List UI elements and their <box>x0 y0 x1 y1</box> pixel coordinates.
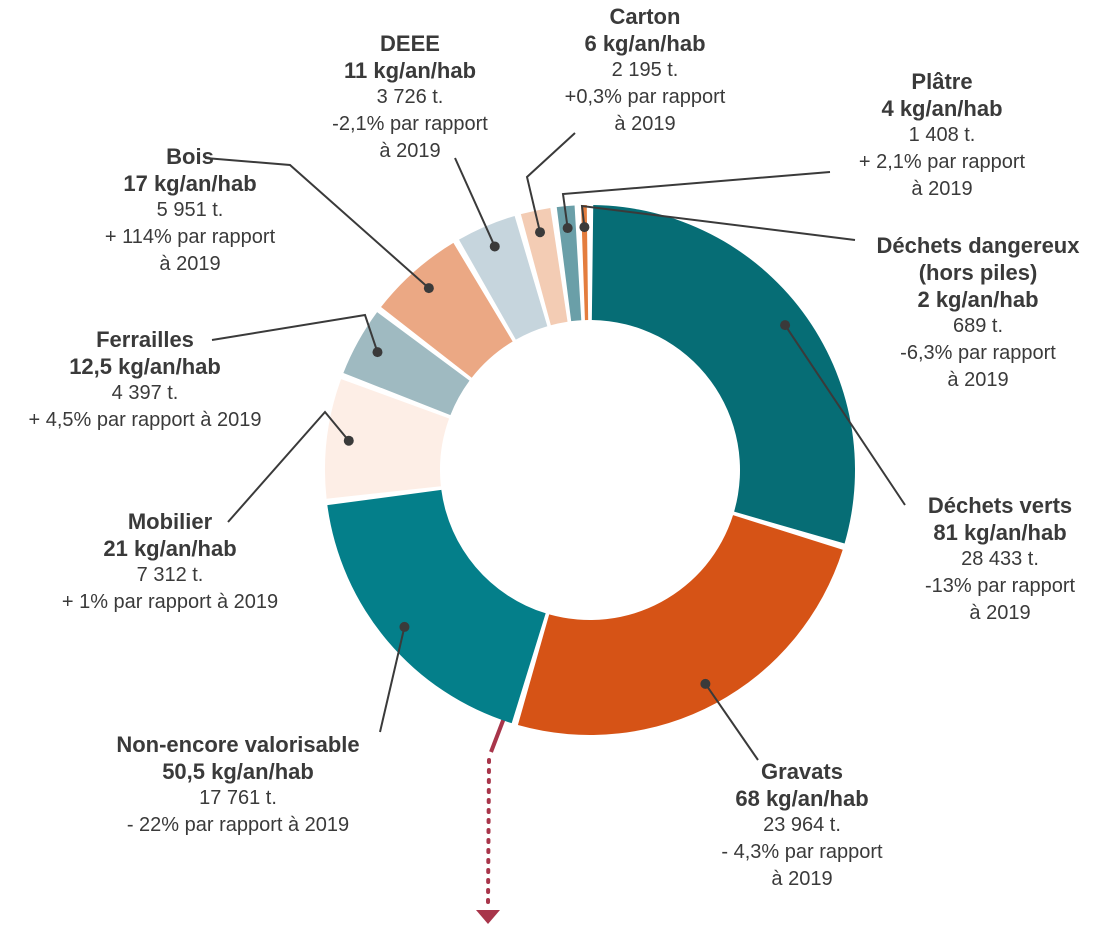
leader-line <box>204 157 430 289</box>
leader-dot <box>343 435 354 446</box>
change: à 2019 <box>771 868 833 890</box>
category-name: Déchets verts <box>927 493 1073 518</box>
value-label: 6 kg/an/hab <box>584 31 706 56</box>
slice-label: Non-encore valorisable 50,5 kg/an/hab 17 7… <box>78 731 398 839</box>
change: - 22% par rapport à 2019 <box>126 814 350 836</box>
change: -2,1% par rapport <box>332 113 488 135</box>
value-label: 4 kg/an/hab <box>881 96 1003 121</box>
value-label: 21 kg/an/hab <box>103 536 237 561</box>
leader-dot <box>700 678 711 689</box>
slice-label: DEEE 11 kg/an/hab 3 726 t. -2,1% par rappor… <box>260 30 560 165</box>
value-label: 12,5 kg/an/hab <box>69 354 221 379</box>
leader-dot <box>780 320 791 331</box>
category-name: Bois <box>166 144 214 169</box>
category-name: Mobilier <box>127 509 213 534</box>
category-name: Ferrailles <box>96 327 194 352</box>
value-label: 2 kg/an/hab <box>917 287 1039 312</box>
leader-line <box>454 157 496 247</box>
leader-line <box>784 324 906 506</box>
donut-slice <box>517 515 843 736</box>
leader-dot <box>399 621 410 632</box>
value-label: 17 kg/an/hab <box>123 171 257 196</box>
leader-dot <box>579 222 590 233</box>
value-label: 11 kg/an/hab <box>343 58 477 83</box>
category-name: Plâtre <box>911 69 973 94</box>
slice-label: Mobilier 21 kg/an/hab 7 312 t. + 1% par rap… <box>20 508 320 616</box>
value-label: 68 kg/an/hab <box>735 786 869 811</box>
change: à 2019 <box>969 602 1031 624</box>
tonnage: 23 964 t. <box>763 814 841 836</box>
change: +0,3% par rapport <box>564 86 726 108</box>
tonnage: 2 195 t. <box>611 59 679 81</box>
slice-label: Déchets verts 81 kg/an/hab 28 433 t. -13% p… <box>850 492 1096 627</box>
leader-line <box>211 313 379 353</box>
tonnage: 7 312 t. <box>136 564 204 586</box>
change: -6,3% par rapport <box>900 342 1056 364</box>
donut-slice <box>458 215 548 340</box>
change: à 2019 <box>614 113 676 135</box>
change: + 2,1% par rapport <box>858 151 1026 173</box>
donut-slice <box>581 205 589 321</box>
leader-dot <box>372 347 383 358</box>
category-name: Non-encore valorisable <box>116 732 360 757</box>
donut-slice <box>591 205 855 544</box>
leader-line <box>525 132 576 233</box>
slice-label: Bois 17 kg/an/hab 5 951 t. + 114% par rappo… <box>40 143 340 278</box>
slice-label: Gravats 68 kg/an/hab 23 964 t. - 4,3% par r… <box>652 758 952 893</box>
change: à 2019 <box>379 140 441 162</box>
leader-line <box>227 410 350 523</box>
tonnage: 3 726 t. <box>376 86 444 108</box>
change: à 2019 <box>947 369 1009 391</box>
slice-label: Carton 6 kg/an/hab 2 195 t. +0,3% par rappo… <box>495 3 795 138</box>
change: à 2019 <box>911 178 973 200</box>
donut-slice <box>327 489 546 724</box>
leader-dot <box>535 227 546 238</box>
leader-line <box>704 683 759 761</box>
arrow-dots <box>486 758 491 908</box>
change: + 1% par rapport à 2019 <box>61 591 279 613</box>
tonnage: 1 408 t. <box>908 124 976 146</box>
value-label: 81 kg/an/hab <box>933 520 1067 545</box>
leader-dot <box>423 283 434 294</box>
donut-slice <box>556 205 582 322</box>
change: + 114% par rapport <box>104 226 276 248</box>
tonnage: 689 t. <box>952 315 1004 337</box>
value-label: 50,5 kg/an/hab <box>162 759 314 784</box>
donut-slice <box>381 242 513 378</box>
leader-line <box>561 171 831 229</box>
donut-slice <box>343 312 470 416</box>
arrow-head <box>476 910 500 924</box>
change: à 2019 <box>159 253 221 275</box>
donut-slice <box>520 207 568 326</box>
leader-dot <box>562 223 573 234</box>
category-name: Carton <box>609 4 681 29</box>
leader-dot <box>489 241 500 252</box>
slice-label: Plâtre 4 kg/an/hab 1 408 t. + 2,1% par rapp… <box>792 68 1092 203</box>
change: - 4,3% par rapport <box>721 841 883 863</box>
leader-line <box>580 204 856 241</box>
slice-label: Ferrailles 12,5 kg/an/hab 4 397 t. + 4,5% p… <box>0 326 305 434</box>
tonnage: 17 761 t. <box>199 787 277 809</box>
change: -13% par rapport <box>924 575 1076 597</box>
category-name: Gravats <box>761 759 843 784</box>
donut-slice <box>325 379 450 499</box>
category-name: Déchets dangereux (hors piles) <box>876 233 1080 285</box>
tonnage: 5 951 t. <box>156 199 224 221</box>
change: + 4,5% par rapport à 2019 <box>28 409 262 431</box>
category-name: DEEE <box>380 31 440 56</box>
tonnage: 28 433 t. <box>961 548 1039 570</box>
slice-label: Déchets dangereux (hors piles) 2 kg/an/ha… <box>858 232 1096 394</box>
leader-line <box>379 626 406 733</box>
tonnage: 4 397 t. <box>111 382 179 404</box>
